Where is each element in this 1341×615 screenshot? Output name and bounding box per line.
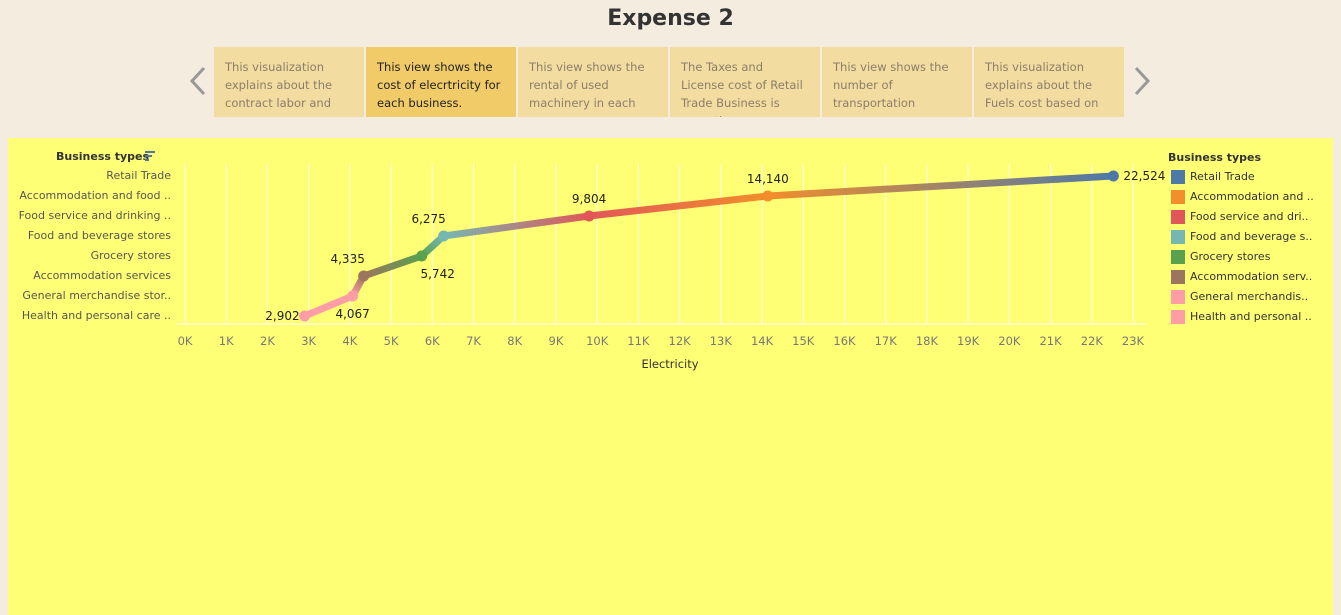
line-segment <box>360 252 426 280</box>
row-label: Accommodation and food .. <box>19 189 171 202</box>
chart-panel <box>8 138 1333 615</box>
story-point-1[interactable]: This visualization explains about the co… <box>214 47 364 117</box>
x-tick-label: 0K <box>178 334 193 348</box>
data-label: 2,902 <box>265 309 299 323</box>
x-tick-label: 6K <box>425 334 440 348</box>
x-tick-label: 16K <box>833 334 856 348</box>
data-label: 4,335 <box>330 252 364 266</box>
data-point <box>358 270 370 282</box>
x-tick-label: 7K <box>466 334 481 348</box>
row-label: Grocery stores <box>90 249 171 262</box>
legend-swatch <box>1171 310 1185 324</box>
story-point-5[interactable]: This view shows the number of transporta… <box>822 47 972 117</box>
data-label: 22,524 <box>1123 169 1165 183</box>
story-point-navigator: This visualization explains about the co… <box>214 47 1124 117</box>
x-tick-label: 12K <box>669 334 692 348</box>
x-tick-label: 15K <box>792 334 815 348</box>
story-point-4[interactable]: The Taxes and License cost of Retail Tra… <box>670 47 820 117</box>
row-axis-header: Business types <box>56 150 150 163</box>
line-segment <box>764 172 1117 200</box>
legend-title: Business types <box>1168 151 1262 164</box>
x-tick-label: 4K <box>342 334 357 348</box>
legend-label: Food service and dri.. <box>1190 210 1309 223</box>
legend-swatch <box>1171 190 1185 204</box>
legend-swatch <box>1171 170 1185 184</box>
x-tick-label: 10K <box>586 334 609 348</box>
data-point <box>583 210 595 222</box>
x-axis-title: Electricity <box>641 357 699 371</box>
x-tick-label: 17K <box>875 334 898 348</box>
legend-swatch <box>1171 290 1185 304</box>
line-segment <box>585 192 772 220</box>
legend-label: Food and beverage s.. <box>1190 230 1313 243</box>
data-point <box>347 290 359 302</box>
legend-swatch <box>1171 250 1185 264</box>
data-point <box>438 230 450 242</box>
data-label: 6,275 <box>411 212 445 226</box>
data-point <box>416 250 428 262</box>
x-tick-label: 11K <box>627 334 650 348</box>
line-segment <box>440 212 593 240</box>
legend-swatch <box>1171 230 1185 244</box>
next-story-point-button[interactable] <box>1128 60 1158 102</box>
x-tick-label: 1K <box>219 334 234 348</box>
data-label: 5,742 <box>420 267 454 281</box>
legend-label: Retail Trade <box>1190 170 1255 183</box>
sort-icon[interactable] <box>144 150 156 162</box>
row-label: Food service and drinking .. <box>18 209 171 222</box>
previous-story-point-button[interactable] <box>184 60 214 102</box>
data-point <box>762 190 774 202</box>
line-segment <box>301 292 357 320</box>
legend-label: Grocery stores <box>1190 250 1271 263</box>
x-tick-label: 13K <box>710 334 733 348</box>
x-tick-label: 22K <box>1081 334 1104 348</box>
x-tick-label: 2K <box>260 334 275 348</box>
story-point-2[interactable]: This view shows the cost of elecrtricity… <box>366 47 516 117</box>
legend-label: Health and personal .. <box>1190 310 1312 323</box>
data-point <box>1107 170 1119 182</box>
data-point <box>299 310 311 322</box>
data-label: 14,140 <box>747 172 789 186</box>
data-label: 9,804 <box>572 192 606 206</box>
story-point-6[interactable]: This visualization explains about the Fu… <box>974 47 1124 117</box>
legend-label: Accommodation serv.. <box>1190 270 1313 283</box>
x-tick-label: 23K <box>1122 334 1145 348</box>
row-label: Accommodation services <box>33 269 171 282</box>
x-tick-label: 21K <box>1039 334 1062 348</box>
x-tick-label: 5K <box>384 334 399 348</box>
story-point-3[interactable]: This view shows the rental of used machi… <box>518 47 668 117</box>
x-tick-label: 3K <box>301 334 316 348</box>
row-label: General merchandise stor.. <box>22 289 171 302</box>
data-label: 4,067 <box>335 307 369 321</box>
x-tick-label: 20K <box>998 334 1021 348</box>
legend-swatch <box>1171 270 1185 284</box>
legend-swatch <box>1171 210 1185 224</box>
chevron-right-icon <box>1134 66 1151 96</box>
dashboard-title: Expense 2 <box>607 6 734 31</box>
chevron-left-icon <box>189 66 206 96</box>
row-label: Health and personal care .. <box>21 309 171 322</box>
legend-label: Accommodation and .. <box>1190 190 1314 203</box>
row-label: Retail Trade <box>106 169 171 182</box>
x-tick-label: 19K <box>957 334 980 348</box>
x-tick-label: 8K <box>507 334 522 348</box>
x-tick-label: 18K <box>916 334 939 348</box>
legend-label: General merchandis.. <box>1190 290 1309 303</box>
x-tick-label: 14K <box>751 334 774 348</box>
x-tick-label: 9K <box>549 334 564 348</box>
row-label: Food and beverage stores <box>27 229 171 242</box>
